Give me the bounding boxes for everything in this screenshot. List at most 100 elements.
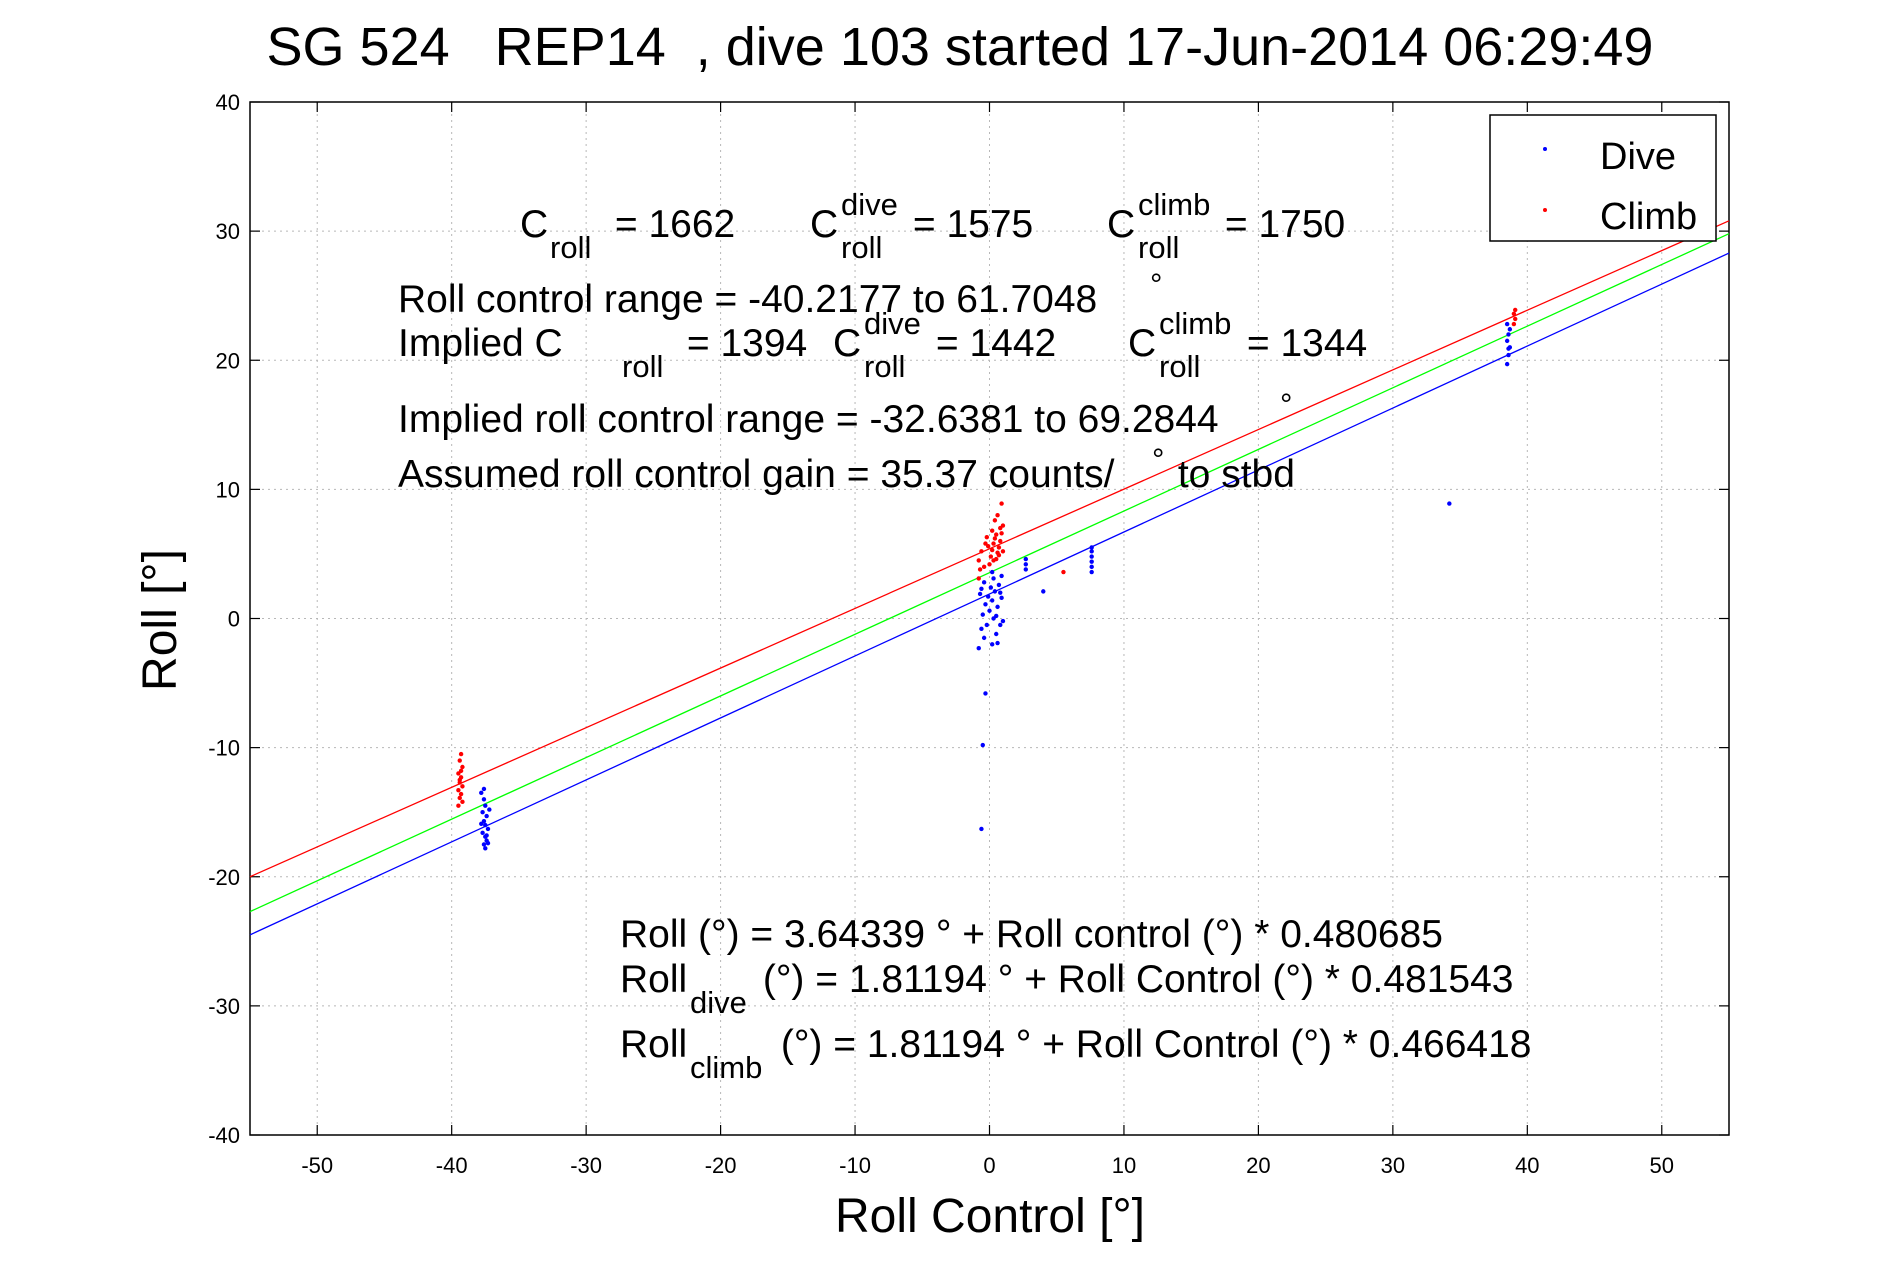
dive-point bbox=[1447, 501, 1452, 506]
y-tick-label: -40 bbox=[208, 1123, 240, 1148]
dive-point bbox=[981, 635, 987, 641]
dive-point bbox=[1504, 338, 1510, 344]
climb-point bbox=[992, 518, 998, 523]
dive-point bbox=[1506, 352, 1511, 358]
legend-dive-marker bbox=[1543, 147, 1547, 151]
gain-suffix: to stbd bbox=[1167, 453, 1295, 496]
dive-point bbox=[998, 622, 1003, 628]
c-roll-climb-annotation: C climb roll = 1750 bbox=[1107, 187, 1345, 265]
climb-point bbox=[458, 768, 464, 774]
gain-degree-mark: ° bbox=[1152, 442, 1164, 477]
dive-point bbox=[1089, 564, 1094, 570]
fit-lines bbox=[249, 220, 1730, 936]
eq-climb-sub: climb bbox=[690, 1050, 762, 1085]
dive-point bbox=[985, 594, 991, 599]
dive-point bbox=[481, 797, 487, 802]
dive-point bbox=[989, 598, 995, 603]
dive-point bbox=[485, 826, 491, 832]
climb-point bbox=[996, 545, 1002, 550]
dive-point bbox=[1089, 569, 1094, 575]
implied-dive-base: C bbox=[833, 322, 861, 365]
range-degree-mark: ° bbox=[1150, 267, 1162, 302]
dive-point bbox=[998, 590, 1003, 595]
climb-point bbox=[995, 513, 1000, 518]
implied-c-roll-label: Implied C bbox=[398, 322, 563, 365]
eq-climb-rest: (°) = 1.81194 ° + Roll Control (°) * 0.4… bbox=[770, 1023, 1531, 1066]
climb-point bbox=[458, 791, 464, 797]
implied-dive-value: = 1442 bbox=[925, 322, 1056, 365]
dive-point bbox=[484, 833, 489, 838]
x-tick-label: -50 bbox=[301, 1153, 333, 1178]
climb-point bbox=[457, 777, 462, 783]
climb-point bbox=[456, 788, 461, 793]
climb-point bbox=[1000, 549, 1006, 554]
dive-point bbox=[979, 626, 984, 632]
dive-point bbox=[994, 613, 999, 619]
x-tick-label: 50 bbox=[1650, 1153, 1674, 1178]
chart-title: SG 524 REP14 , dive 103 started 17-Jun-2… bbox=[267, 17, 1654, 77]
climb-point bbox=[977, 567, 983, 572]
legend-climb-label: Climb bbox=[1600, 196, 1697, 238]
dive-point bbox=[979, 586, 984, 592]
dive-point bbox=[1023, 562, 1029, 567]
dive-point bbox=[980, 742, 985, 748]
implied-dive-sub: roll bbox=[864, 349, 905, 384]
dive-point bbox=[480, 830, 485, 836]
implied-c-roll-sub: roll bbox=[622, 349, 663, 384]
dive-point bbox=[977, 591, 983, 597]
implied-c-roll-climb-annotation: C climb roll = 1344 bbox=[1128, 306, 1367, 384]
x-tick-label: 10 bbox=[1112, 1153, 1136, 1178]
climb-point bbox=[1511, 311, 1517, 316]
climb-point bbox=[998, 525, 1003, 531]
x-tick-label: -20 bbox=[705, 1153, 737, 1178]
x-tick-label: 20 bbox=[1246, 1153, 1270, 1178]
dive-point bbox=[1507, 327, 1513, 332]
annotations: C roll = 1662 C dive roll = 1575 C climb… bbox=[398, 187, 1531, 1085]
roll-control-gain: Assumed roll control gain = 35.37 counts… bbox=[398, 453, 1115, 496]
dive-point bbox=[989, 569, 995, 575]
climb-point bbox=[998, 538, 1003, 544]
x-tick-label: 30 bbox=[1381, 1153, 1405, 1178]
climb-point bbox=[976, 558, 981, 563]
dive-point bbox=[1000, 618, 1006, 624]
c-roll-dive-sup: dive bbox=[841, 187, 898, 222]
fit-equation-dive: Roll dive (°) = 1.81194 ° + Roll Control… bbox=[620, 958, 1513, 1020]
c-roll-value: = 1662 bbox=[604, 203, 735, 246]
climb-point bbox=[999, 531, 1004, 536]
climb-point bbox=[989, 547, 995, 553]
dive-point bbox=[999, 573, 1004, 579]
dive-point bbox=[483, 822, 488, 828]
legend-climb-marker bbox=[1543, 208, 1547, 212]
dive-point bbox=[980, 612, 985, 617]
dive-point bbox=[988, 585, 994, 590]
axis-ticks: -50 -40 -30 -20 -10 0 10 20 30 40 50 -40 -30 -20 -10 0 1… bbox=[208, 90, 1729, 1178]
implied-dive-sup: dive bbox=[864, 306, 921, 341]
dive-point bbox=[1089, 549, 1094, 554]
dive-point bbox=[995, 604, 1000, 610]
y-tick-label: 40 bbox=[216, 90, 240, 115]
dive-point bbox=[991, 576, 996, 581]
y-tick-label: 20 bbox=[216, 348, 240, 373]
dive-point bbox=[989, 642, 995, 647]
climb-point bbox=[460, 764, 465, 770]
implied-c-roll-annotation: Implied C roll = 1394 bbox=[398, 322, 807, 384]
y-tick-label: 0 bbox=[228, 607, 240, 632]
x-tick-label: 40 bbox=[1515, 1153, 1539, 1178]
climb-point bbox=[989, 528, 995, 533]
dive-point bbox=[976, 645, 981, 651]
c-roll-climb-sup: climb bbox=[1138, 187, 1210, 222]
dive-point bbox=[483, 803, 488, 808]
dive-point bbox=[983, 602, 988, 607]
fit-line bbox=[249, 220, 1730, 878]
dive-point bbox=[481, 842, 487, 847]
x-axis-label: Roll Control [°] bbox=[835, 1190, 1145, 1243]
dive-point bbox=[479, 790, 484, 796]
c-roll-sub: roll bbox=[550, 230, 591, 265]
dive-point bbox=[1023, 556, 1029, 562]
grid bbox=[250, 101, 1729, 1136]
c-roll-dive-annotation: C dive roll = 1575 bbox=[810, 187, 1033, 265]
c-roll-dive-value: = 1575 bbox=[902, 203, 1033, 246]
climb-point bbox=[460, 799, 465, 805]
c-roll-climb-sub: roll bbox=[1138, 230, 1179, 265]
climb-point bbox=[987, 562, 992, 567]
